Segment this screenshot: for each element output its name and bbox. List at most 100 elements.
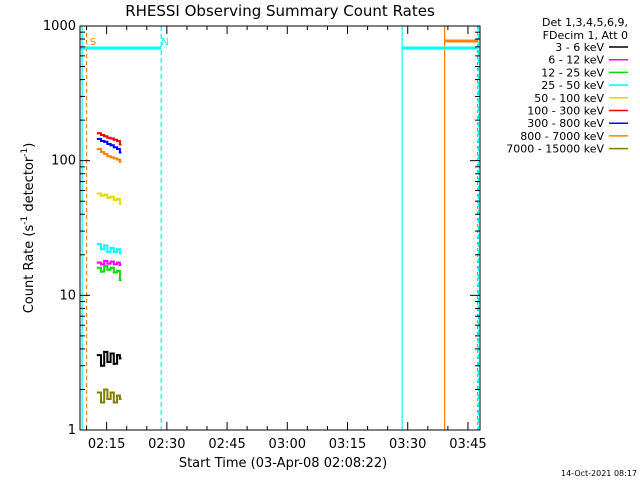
data-point — [118, 252, 121, 255]
data-point — [106, 155, 109, 158]
data-point — [100, 248, 102, 251]
data-point — [109, 156, 112, 159]
series-7 — [96, 137, 122, 154]
series-8 — [96, 148, 122, 163]
legend: Det 1,3,4,5,6,9,FDecim 1, Att 03 - 6 keV… — [506, 16, 628, 156]
legend-label: 12 - 25 keV — [541, 66, 604, 79]
data-point — [116, 140, 119, 142]
data-point — [116, 354, 119, 357]
x-tick-label: 03:00 — [269, 437, 306, 452]
data-point — [116, 261, 119, 264]
legend-header: Det 1,3,4,5,6,9, — [542, 16, 628, 29]
data-point — [96, 192, 99, 195]
data-point — [100, 140, 102, 142]
data-point — [112, 263, 115, 266]
annotation-n: N — [161, 37, 168, 48]
data-point — [100, 151, 102, 153]
x-tick-label: 03:45 — [449, 437, 486, 452]
series-2 — [96, 260, 122, 266]
data-point — [106, 143, 109, 145]
data-point — [96, 132, 99, 135]
data-point — [109, 144, 112, 147]
data-point — [118, 398, 121, 400]
data-point — [103, 153, 106, 155]
data-point — [103, 260, 106, 262]
x-axis-ticks: 02:15 02:30 02:45 03:00 03:15 03:30 03:45 — [86, 26, 487, 452]
series-6 — [96, 132, 122, 146]
data-point — [96, 148, 99, 150]
y-axis-label: Count Rate (s-1 detector-1) — [20, 143, 37, 314]
data-point — [118, 143, 121, 146]
data-point — [112, 271, 115, 274]
data-point — [116, 158, 119, 161]
data-point — [103, 265, 106, 267]
data-point — [112, 401, 115, 404]
observation-markers — [81, 26, 479, 430]
data-point — [96, 266, 99, 269]
data-point — [103, 140, 106, 143]
legend-header: FDecim 1, Att 0 — [543, 29, 628, 42]
data-point — [109, 352, 112, 355]
data-point — [103, 350, 106, 353]
data-point — [112, 157, 115, 160]
data-point — [100, 263, 102, 266]
data-point — [118, 160, 121, 163]
data-point — [96, 391, 99, 394]
data-point — [118, 202, 121, 205]
data-point — [100, 401, 102, 404]
data-point — [116, 269, 119, 272]
data-point — [103, 244, 106, 247]
data-point — [118, 279, 121, 281]
series-1 — [96, 350, 122, 367]
x-axis-label: Start Time (03-Apr-08 02:08:22) — [179, 456, 387, 471]
data-point — [106, 361, 109, 363]
data-point — [116, 248, 119, 251]
legend-label: 3 - 6 keV — [555, 41, 604, 54]
data-point — [96, 354, 99, 357]
data-point — [112, 250, 115, 253]
series-4 — [96, 243, 122, 255]
x-tick-label: 03:15 — [329, 437, 366, 452]
y-tick-label: 1 — [68, 423, 76, 438]
data-point — [109, 137, 112, 140]
legend-label: 6 - 12 keV — [548, 54, 604, 67]
series-line — [97, 388, 122, 404]
series-3 — [96, 265, 122, 281]
data-point — [112, 146, 115, 149]
data-point — [106, 136, 109, 139]
series-5 — [96, 192, 122, 205]
annotation-s: S — [90, 37, 96, 48]
x-tick-label: 02:45 — [208, 437, 245, 452]
data-point — [100, 270, 102, 273]
data-point — [106, 250, 109, 253]
legend-label: 100 - 300 keV — [527, 105, 604, 118]
data-point — [106, 196, 109, 199]
y-tick-label: 100 — [51, 154, 76, 169]
data-point — [116, 394, 119, 397]
x-tick-label: 02:15 — [88, 437, 125, 452]
data-point — [112, 138, 115, 141]
data-point — [118, 151, 121, 154]
data-point — [109, 266, 112, 269]
data-point — [103, 135, 106, 138]
data-point — [96, 261, 99, 264]
data-point — [103, 193, 106, 196]
legend-label: 50 - 100 keV — [534, 92, 604, 105]
data-point — [118, 357, 121, 360]
y-axis-ticks: 1 10 100 1000 — [43, 19, 480, 438]
plot-frame — [79, 25, 481, 431]
x-tick-label: 03:30 — [389, 437, 426, 452]
legend-label: 25 - 50 keV — [541, 79, 604, 92]
data-point — [116, 197, 119, 200]
data-point — [106, 262, 109, 265]
chart-title: RHESSI Observing Summary Count Rates — [125, 2, 435, 20]
y-tick-label: 10 — [59, 288, 76, 303]
legend-label: 300 - 800 keV — [527, 117, 604, 130]
data-point — [96, 243, 99, 246]
data-point — [116, 148, 119, 150]
series-line — [97, 243, 122, 255]
series-line — [97, 350, 122, 367]
x-tick-label: 02:30 — [148, 437, 185, 452]
